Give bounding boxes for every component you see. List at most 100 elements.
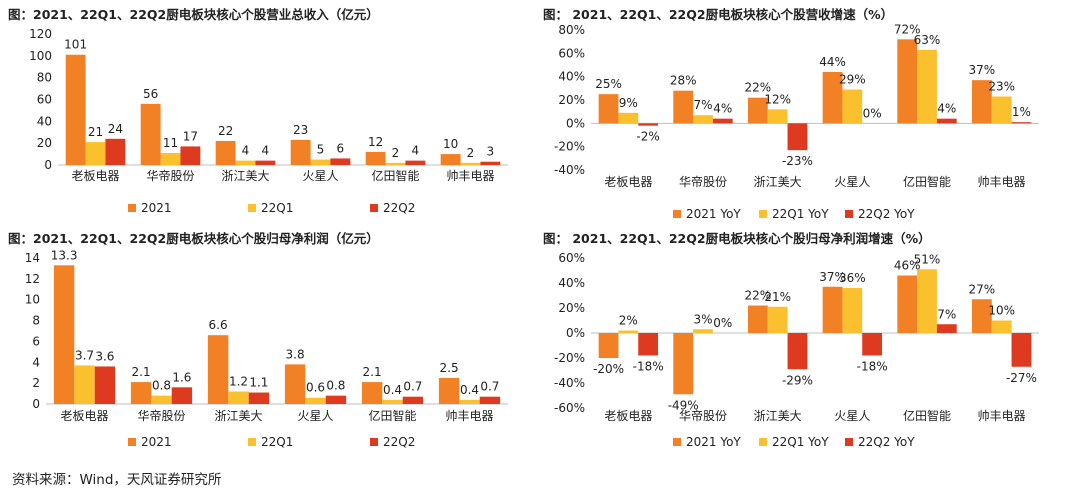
bar-2021	[215, 140, 236, 165]
legend-label: 22Q2	[383, 435, 415, 449]
data-label: 21%	[764, 290, 791, 304]
legend-label: 2021	[141, 201, 172, 215]
category-label: 浙江美大	[754, 409, 802, 423]
data-label: 37%	[969, 63, 996, 77]
data-label: 1.1	[249, 376, 268, 390]
data-label: 0.7	[480, 380, 499, 394]
bar-22q2-yoy	[787, 333, 808, 370]
bar-22q1-yoy	[917, 49, 937, 124]
data-label: 2.1	[132, 365, 151, 379]
bar-22q1	[235, 160, 256, 165]
y-tick-label: 8	[32, 314, 40, 328]
data-label: 3.8	[286, 347, 305, 361]
data-label: 9%	[619, 96, 638, 110]
data-label: 46%	[894, 259, 921, 273]
bar-22q2	[248, 392, 270, 404]
category-label: 浙江美大	[214, 409, 262, 423]
y-tick-label: 10	[25, 293, 40, 307]
data-label: -49%	[668, 398, 699, 412]
y-tick-label: 20%	[558, 93, 585, 107]
data-label: 5	[317, 143, 325, 157]
data-label: 2	[392, 146, 400, 160]
legend-label: 22Q1 YoY	[772, 207, 829, 221]
data-label: 12%	[764, 92, 791, 106]
data-label: 6	[337, 141, 345, 155]
bar-22q1	[228, 391, 249, 404]
data-label: 21	[88, 125, 103, 139]
bar-22q1-yoy	[618, 112, 639, 124]
data-label: 0.8	[326, 379, 345, 393]
y-tick-label: 80	[37, 71, 52, 85]
category-label: 火星人	[834, 175, 870, 189]
legend-label: 22Q1 YoY	[772, 435, 829, 449]
data-label: 2.1	[363, 365, 382, 379]
y-tick-label: 40%	[558, 276, 585, 290]
data-label: 36%	[839, 271, 866, 285]
bar-22q2	[255, 160, 276, 165]
y-tick-label: 20	[37, 136, 52, 150]
bar-2021-yoy	[971, 80, 992, 124]
data-label: 29%	[839, 73, 866, 87]
legend-swatch	[673, 438, 681, 446]
bar-22q1-yoy	[842, 89, 863, 124]
category-label: 老板电器	[71, 169, 119, 183]
category-label: 亿田智能	[368, 408, 416, 423]
category-label: 火星人	[297, 409, 333, 423]
category-label: 华帝股份	[679, 408, 727, 423]
revenue-panel: 图：2021、22Q1、22Q2厨电板块核心个股营业总收入（亿元） 0 20 40 6…	[8, 4, 518, 226]
legend-swatch	[370, 438, 378, 446]
legend-label: 22Q2	[383, 201, 415, 215]
bar-22q1	[310, 159, 331, 165]
data-label: 13.3	[51, 248, 78, 262]
data-label: 6.6	[209, 318, 228, 332]
y-tick-label: 60%	[558, 46, 585, 60]
net-profit-growth-chart: -60% -40% -20% 0% 20% 40% 60% 老板电器 -20% 2% -18% 华帝股…	[554, 251, 1039, 449]
data-label: 7%	[693, 98, 712, 112]
y-tick-label: 40%	[558, 70, 585, 84]
bar-2021-yoy	[822, 72, 843, 124]
category-label: 帅丰电器	[978, 409, 1026, 423]
data-label: 4%	[937, 102, 956, 116]
category-label: 亿田智能	[371, 168, 419, 183]
y-tick-label: -60%	[554, 401, 585, 415]
bar-22q1	[460, 162, 481, 165]
y-tick-label: 14	[25, 251, 40, 265]
y-tick-label: 12	[25, 272, 40, 286]
net-profit-panel: 图：2021、22Q1、22Q2厨电板块核心个股归母净利润（亿元） 0 2 4 6 8 1…	[8, 228, 518, 460]
y-tick-label: 40	[37, 114, 52, 128]
y-tick-label: -20%	[554, 140, 585, 154]
bar-22q1-yoy	[767, 306, 788, 333]
bar-22q2	[402, 396, 424, 404]
data-label: 0.8	[152, 379, 171, 393]
category-label: 火星人	[834, 409, 870, 423]
bar-22q2	[171, 387, 193, 404]
category-label: 帅丰电器	[978, 175, 1026, 189]
bar-22q1-yoy	[693, 115, 713, 124]
bar-2021	[53, 265, 75, 404]
data-label: 72%	[894, 22, 921, 36]
legend-label: 2021	[141, 435, 172, 449]
legend-label: 22Q2 YoY	[858, 435, 915, 449]
data-label: 10%	[988, 304, 1015, 318]
data-label: 0%	[863, 106, 882, 120]
legend-swatch	[128, 438, 136, 446]
bar-22q1	[160, 152, 181, 165]
bar-22q1	[382, 399, 403, 404]
category-label: 浙江美大	[754, 175, 802, 189]
data-label: -20%	[593, 362, 624, 376]
bar-22q2-yoy	[1011, 333, 1032, 367]
data-label: 0%	[713, 316, 732, 330]
data-label: 28%	[670, 74, 697, 88]
category-label: 华帝股份	[146, 168, 194, 183]
y-tick-label: 4	[32, 355, 40, 369]
y-tick-label: -40%	[554, 163, 585, 177]
bar-22q1	[151, 395, 172, 404]
bar-2021-yoy	[747, 305, 768, 333]
bar-22q1-yoy	[618, 330, 639, 333]
data-label: 0.7	[403, 380, 422, 394]
bar-2021	[290, 139, 311, 165]
category-label: 帅丰电器	[446, 169, 494, 183]
chart-title: 图： 2021、22Q1、22Q2厨电板块核心个股归母净利润增速（%）	[543, 231, 931, 246]
